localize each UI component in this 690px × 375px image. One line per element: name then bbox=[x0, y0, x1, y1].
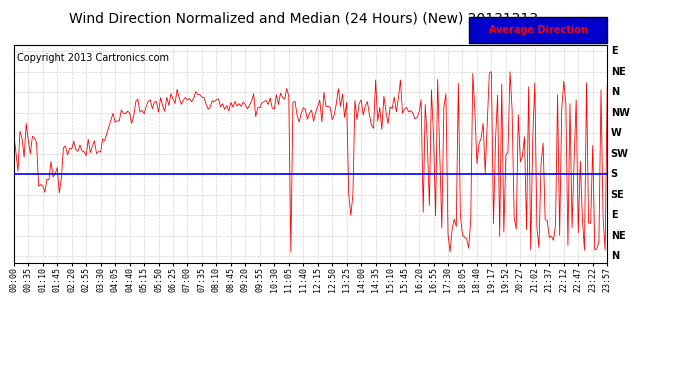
Text: N: N bbox=[611, 251, 619, 261]
Text: E: E bbox=[611, 210, 618, 220]
Text: SE: SE bbox=[611, 190, 624, 200]
Text: Average Direction: Average Direction bbox=[489, 25, 588, 35]
Text: S: S bbox=[611, 169, 618, 179]
Text: NE: NE bbox=[611, 67, 625, 76]
Text: E: E bbox=[611, 46, 618, 56]
Text: NE: NE bbox=[611, 231, 625, 241]
Text: Copyright 2013 Cartronics.com: Copyright 2013 Cartronics.com bbox=[17, 53, 169, 63]
Text: NW: NW bbox=[611, 108, 629, 118]
Text: N: N bbox=[611, 87, 619, 97]
Text: W: W bbox=[611, 128, 622, 138]
Text: Wind Direction Normalized and Median (24 Hours) (New) 20131213: Wind Direction Normalized and Median (24… bbox=[69, 11, 538, 25]
Text: SW: SW bbox=[611, 149, 629, 159]
